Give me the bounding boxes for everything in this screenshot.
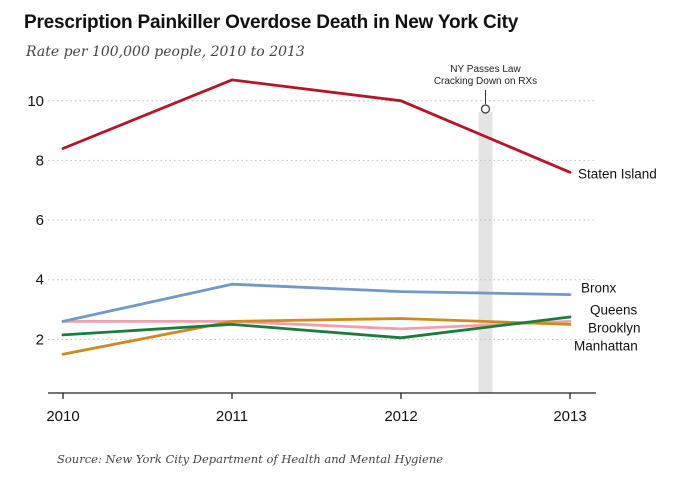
series-label-brooklyn: Brooklyn (588, 321, 641, 336)
chart-source: Source: New York City Department of Heal… (57, 452, 444, 466)
chart-subtitle: Rate per 100,000 people, 2010 to 2013 (26, 44, 305, 60)
x-tick-label: 2013 (553, 408, 586, 425)
y-tick-label: 4 (36, 272, 44, 289)
series-label-queens: Queens (590, 303, 638, 318)
y-tick-label: 8 (36, 152, 44, 169)
annotation-text-line: Cracking Down on RXs (434, 76, 537, 87)
y-tick-label: 6 (36, 212, 44, 229)
series-label-manhattan: Manhattan (574, 339, 638, 354)
x-tick-label: 2012 (384, 408, 417, 425)
chart-title: Prescription Painkiller Overdose Death i… (24, 12, 519, 33)
series-label-staten-island: Staten Island (578, 166, 657, 181)
y-tick-label: 2 (36, 331, 44, 348)
x-tick-label: 2011 (216, 408, 248, 425)
annotation-marker (480, 104, 491, 114)
series-line-brooklyn (61, 317, 572, 356)
annotation-text-line: NY Passes Law (450, 64, 521, 75)
x-tick-label: 2010 (46, 408, 79, 425)
series-line-queens (61, 315, 572, 340)
series-line-staten-island (61, 78, 572, 174)
series-line-manhattan (61, 319, 572, 331)
series-line-bronx (61, 282, 572, 323)
series-label-bronx: Bronx (581, 281, 617, 296)
y-tick-label: 10 (27, 93, 44, 110)
annotation-band (478, 112, 493, 393)
